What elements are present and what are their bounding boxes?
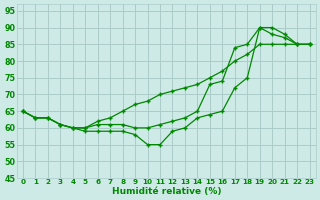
- X-axis label: Humidité relative (%): Humidité relative (%): [111, 187, 221, 196]
